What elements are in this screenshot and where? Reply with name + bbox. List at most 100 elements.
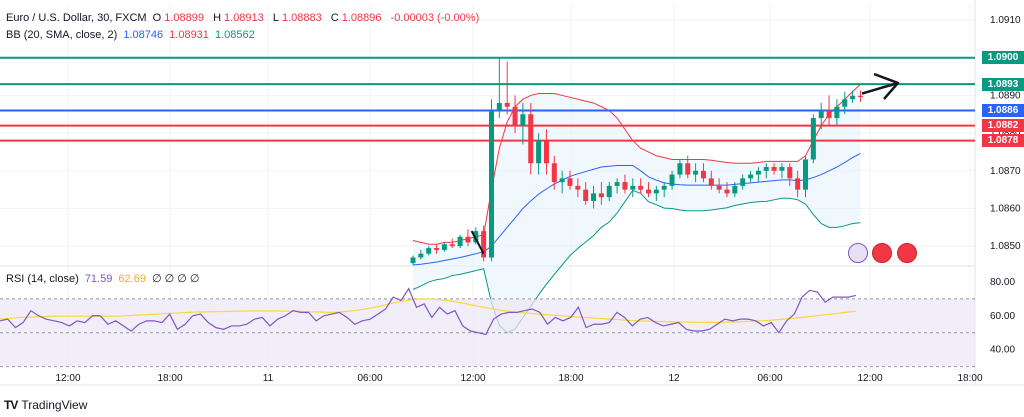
candle-body bbox=[787, 167, 793, 179]
candle-body bbox=[740, 178, 746, 186]
candle-body bbox=[559, 178, 565, 183]
bb-basis-value: 1.08746 bbox=[123, 29, 164, 41]
price-tick-label: 1.0870 bbox=[990, 166, 1021, 177]
rsi-tick-label: 40.00 bbox=[990, 345, 1015, 356]
price-level-tag: 1.0893 bbox=[982, 77, 1024, 91]
rsi-tick-label: 80.00 bbox=[990, 277, 1015, 288]
candles bbox=[410, 57, 863, 265]
candle-body bbox=[818, 110, 824, 119]
price-tick-label: 1.0890 bbox=[990, 90, 1021, 101]
time-tick-label: 12:00 bbox=[55, 373, 80, 384]
tradingview-logo-icon: TV bbox=[4, 398, 18, 412]
tradingview-brand: TV TradingView bbox=[4, 398, 87, 412]
candle-body bbox=[418, 253, 424, 258]
candle-body bbox=[591, 193, 597, 201]
candle-body bbox=[803, 159, 808, 190]
candle-body bbox=[575, 185, 581, 190]
price-tick-label: 1.0860 bbox=[990, 203, 1021, 214]
candle-body bbox=[567, 178, 573, 186]
rsi-tick-label: 60.00 bbox=[990, 311, 1015, 322]
candle-body bbox=[598, 193, 604, 198]
candle-body bbox=[622, 182, 628, 190]
rsi-value: 71.59 bbox=[84, 273, 113, 285]
candle-body bbox=[724, 189, 730, 194]
candle-body bbox=[520, 114, 526, 126]
entry-arrow-icon bbox=[470, 230, 485, 255]
tradingview-name: TradingView bbox=[21, 398, 88, 412]
us-flag-icon[interactable] bbox=[897, 243, 917, 263]
high-value: H 1.08913 bbox=[213, 12, 264, 24]
candle-body bbox=[748, 174, 754, 179]
candle-body bbox=[826, 110, 832, 119]
bb-upper-line bbox=[412, 83, 861, 245]
candle-body bbox=[716, 185, 722, 190]
change-value: -0.00003 (-0.00%) bbox=[390, 12, 480, 24]
candle-body bbox=[630, 185, 636, 190]
candle-body bbox=[700, 170, 706, 179]
us-flag-icon[interactable] bbox=[872, 243, 892, 263]
trend-arrow-icon bbox=[861, 81, 899, 95]
price-level-tag: 1.0882 bbox=[982, 119, 1024, 133]
candle-body bbox=[779, 167, 785, 171]
low-value: L 1.08883 bbox=[272, 12, 322, 24]
candle-body bbox=[481, 231, 487, 258]
candle-body bbox=[669, 174, 675, 186]
candle-body bbox=[763, 167, 769, 171]
candle-body bbox=[536, 140, 542, 164]
bb-lower-value: 1.08562 bbox=[214, 29, 255, 41]
candle-body bbox=[653, 189, 659, 194]
candle-body bbox=[583, 189, 589, 201]
candle-body bbox=[857, 95, 863, 97]
candle-body bbox=[834, 106, 840, 119]
price-tick-label: 1.0850 bbox=[990, 241, 1021, 252]
candle-body bbox=[693, 170, 699, 175]
axes: 1.0910 1.0900 1.0890 1.0880 1.0870 1.0860 1.08… bbox=[55, 15, 1021, 384]
candle-body bbox=[842, 99, 848, 107]
rsi-pane bbox=[0, 287, 975, 368]
bb-basis-line bbox=[412, 153, 861, 266]
bb-upper-value: 1.08931 bbox=[169, 29, 209, 41]
candle-body bbox=[504, 102, 510, 107]
rsi-legend: RSI (14, close) 71.59 62.69 ∅ ∅ ∅ ∅ bbox=[6, 272, 203, 285]
candle-body bbox=[489, 110, 494, 258]
close-value: C 1.08896 bbox=[330, 12, 382, 24]
candle-body bbox=[685, 163, 691, 175]
candle-body bbox=[850, 95, 856, 100]
candle-body bbox=[614, 182, 620, 186]
candle-body bbox=[646, 189, 651, 194]
bb-legend: BB (20, SMA, close, 2) 1.08746 1.08931 1… bbox=[6, 29, 258, 41]
candle-body bbox=[551, 163, 557, 183]
price-tick-label: 1.0880 bbox=[990, 128, 1021, 139]
bollinger-bands bbox=[412, 83, 861, 334]
candle-body bbox=[512, 106, 518, 126]
trend-arrowhead-icon bbox=[873, 72, 900, 100]
candle-body bbox=[755, 170, 761, 175]
time-tick-label: 11 bbox=[263, 373, 274, 384]
rsi-ma-line bbox=[0, 298, 857, 323]
bb-lower-line bbox=[412, 189, 861, 334]
time-tick-label: 12:00 bbox=[857, 373, 882, 384]
open-value: O 1.08899 bbox=[152, 12, 204, 24]
candle-body bbox=[410, 257, 416, 264]
candle-body bbox=[434, 248, 440, 250]
price-level-tag: 1.0900 bbox=[982, 51, 1024, 65]
bb-label: BB (20, SMA, close, 2) bbox=[6, 29, 118, 41]
candle-body bbox=[465, 236, 471, 243]
rsi-label: RSI (14, close) bbox=[6, 273, 79, 285]
candle-body bbox=[810, 118, 816, 160]
candle-body bbox=[457, 236, 463, 247]
candle-body bbox=[496, 102, 502, 111]
price-level-tag: 1.0886 bbox=[982, 104, 1024, 117]
candle-body bbox=[606, 185, 612, 198]
candle-body bbox=[795, 178, 801, 190]
candle-body bbox=[426, 248, 432, 254]
candle-body bbox=[528, 114, 534, 164]
time-tick-label: 18:00 bbox=[957, 373, 982, 384]
price-tick-label: 1.0910 bbox=[990, 15, 1021, 26]
bb-fill bbox=[413, 84, 861, 333]
candle-body bbox=[677, 163, 683, 175]
flash-icon[interactable] bbox=[848, 243, 868, 263]
time-tick-label: 18:00 bbox=[558, 373, 583, 384]
time-tick-label: 12:00 bbox=[460, 373, 485, 384]
